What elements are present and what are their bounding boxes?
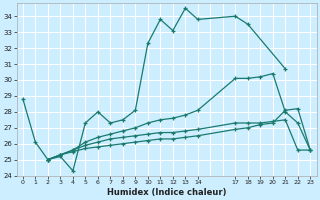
- X-axis label: Humidex (Indice chaleur): Humidex (Indice chaleur): [107, 188, 226, 197]
